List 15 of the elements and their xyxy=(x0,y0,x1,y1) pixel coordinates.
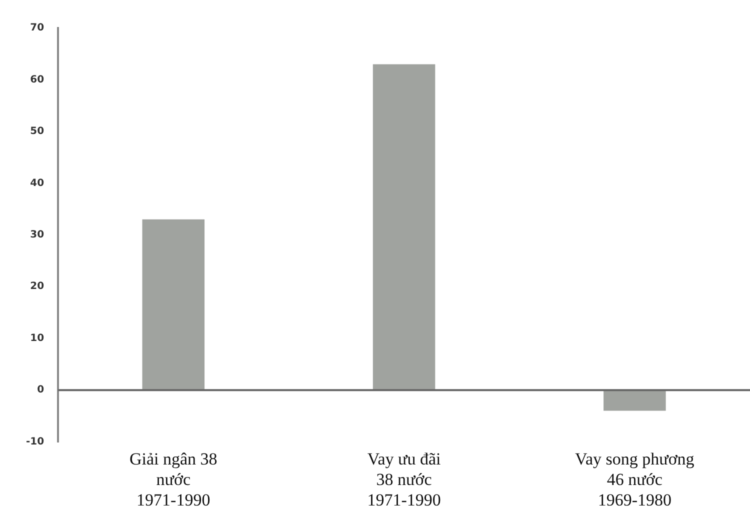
bar xyxy=(142,219,205,390)
y-tick-label: 50 xyxy=(30,126,44,138)
y-tick-label: 60 xyxy=(30,74,44,86)
bar xyxy=(372,64,436,390)
x-tick-label: Giải ngân 38 nước 1971-1990 xyxy=(129,449,218,510)
y-tick-label: -10 xyxy=(26,436,44,448)
y-tick-label: 10 xyxy=(30,332,44,344)
y-tick-label: 0 xyxy=(37,384,44,396)
x-tick-label: Vay ưu đãi 38 nước 1971-1990 xyxy=(367,449,442,510)
y-tick-label: 40 xyxy=(30,178,44,189)
y-tick-label: 30 xyxy=(30,229,44,240)
bar xyxy=(604,390,666,411)
y-tick-label: 70 xyxy=(30,22,44,34)
y-tick-label: 20 xyxy=(30,281,44,292)
x-tick-label: Vay song phương 46 nước 1969-1980 xyxy=(575,449,695,510)
